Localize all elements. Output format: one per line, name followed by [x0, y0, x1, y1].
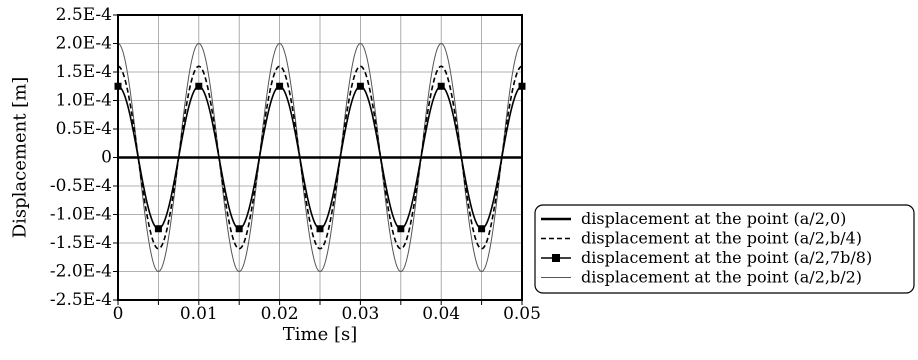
y-tick-label: 0	[101, 148, 112, 168]
series-marker	[235, 225, 243, 233]
x-tick-label: 0.03	[341, 304, 379, 324]
y-tick-label: 0.5E-4	[56, 119, 112, 139]
series-marker	[316, 225, 324, 233]
legend-label: displacement at the point (a/2,7b/8)	[581, 248, 872, 267]
x-axis-title: Time [s]	[283, 324, 358, 345]
y-tick-label: -1.5E-4	[50, 233, 112, 253]
legend-label: displacement at the point (a/2,0)	[581, 209, 846, 228]
y-tick-label: 1.5E-4	[56, 62, 112, 82]
y-tick-label: -1.0E-4	[50, 205, 112, 225]
legend-box	[534, 204, 915, 294]
y-tick-label: 2.5E-4	[56, 5, 112, 25]
y-tick-label: -2.0E-4	[50, 262, 112, 282]
x-axis-ticks: 0 0.01 0.02 0.03 0.04 0.05	[113, 300, 541, 324]
series-marker	[195, 82, 203, 90]
x-tick-label: 0.05	[503, 304, 541, 324]
x-tick-label: 0.01	[180, 304, 218, 324]
series-marker	[437, 82, 445, 90]
x-tick-label: 0.02	[261, 304, 299, 324]
series-marker	[276, 82, 284, 90]
y-tick-label: -0.5E-4	[50, 176, 112, 196]
series-marker	[478, 225, 486, 233]
y-tick-label: 2.0E-4	[56, 34, 112, 54]
y-tick-label: -2.5E-4	[50, 290, 112, 310]
legend-label: displacement at the point (a/2,b/2)	[581, 268, 862, 287]
series-line	[118, 42, 522, 273]
series-marker	[154, 225, 162, 233]
series-line	[118, 65, 522, 250]
series-marker	[397, 225, 405, 233]
legend: displacement at the point (a/2,0)displac…	[534, 204, 915, 294]
legend-label: displacement at the point (a/2,b/4)	[581, 229, 862, 248]
x-tick-label: 0.04	[422, 304, 460, 324]
y-axis-title: Displacement [m]	[10, 77, 31, 239]
legend-swatch-marker	[552, 254, 560, 262]
y-tick-label: 1.0E-4	[56, 91, 112, 111]
x-tick-label: 0	[113, 304, 124, 324]
y-axis-ticks: 2.5E-4 2.0E-4 1.5E-4 1.0E-4 0.5E-4 0 -0.5E-4 -1…	[50, 5, 118, 310]
series-layer	[114, 42, 526, 273]
series-marker	[356, 82, 364, 90]
